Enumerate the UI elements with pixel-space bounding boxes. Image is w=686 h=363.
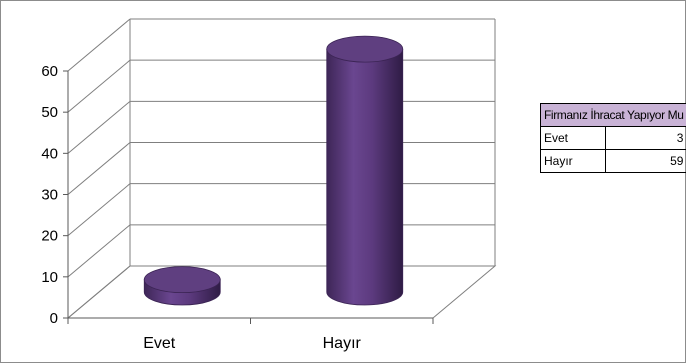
gridline-side: [67, 142, 131, 195]
bar-body: [326, 48, 404, 306]
x-axis-labels: Evet Hayır: [143, 335, 361, 352]
table-cell-value: 59: [605, 149, 686, 173]
table-row: Evet 3: [539, 126, 686, 150]
table-cell-label: Hayır: [539, 149, 607, 173]
x-tick-label: Evet: [143, 335, 176, 352]
y-tick-label: 40: [41, 145, 58, 162]
bar: [143, 266, 221, 306]
gridline-side: [67, 183, 131, 237]
gridline-side: [67, 100, 131, 154]
y-tick-label: 50: [41, 104, 58, 121]
gridlines: [67, 18, 495, 319]
y-tick-label: 60: [41, 63, 58, 80]
table-row: Hayır 59: [539, 149, 686, 173]
table-cell-label: Evet: [539, 126, 607, 150]
table-cell-value: 3: [605, 126, 686, 150]
table-header-row: Firmanız İhracat Yapıyor Mu: [539, 103, 686, 127]
table-header: Firmanız İhracat Yapıyor Mu: [539, 103, 686, 127]
bar-top: [326, 35, 404, 63]
data-table: Firmanız İhracat Yapıyor Mu Evet 3 Hayır…: [539, 103, 686, 173]
x-tick-label: Hayır: [323, 335, 362, 352]
y-tick-label: 10: [41, 269, 58, 286]
gridline-side: [67, 265, 131, 319]
bars: [143, 35, 404, 306]
bar-top: [143, 266, 221, 294]
gridline-side: [67, 224, 131, 278]
chart-floor: [66, 265, 497, 319]
y-axis-ticks: 0 10 20 30 40 50 60: [41, 63, 68, 327]
bar: [326, 35, 404, 306]
y-tick-label: 20: [41, 228, 58, 245]
gridline-side: [67, 18, 131, 72]
chart-walls: [66, 19, 497, 319]
y-tick-label: 0: [50, 310, 58, 327]
y-tick-label: 30: [41, 187, 58, 204]
gridline-side: [67, 59, 131, 113]
